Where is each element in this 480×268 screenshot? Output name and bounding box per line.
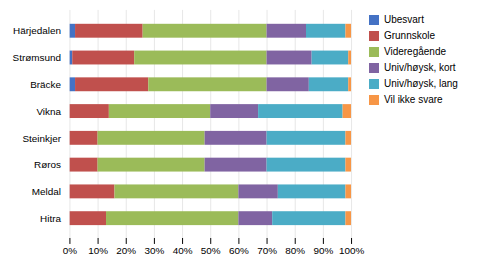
svg-text:0%: 0% [63, 245, 78, 256]
svg-text:20%: 20% [116, 245, 136, 256]
svg-text:Steinkjer: Steinkjer [22, 133, 61, 144]
html-text:Univ/høysk, lang: Univ/høysk, lang [383, 78, 458, 89]
html-text:Grunnskole: Grunnskole [383, 30, 436, 41]
svg-text:Meldal: Meldal [32, 186, 61, 197]
svg-text:30%: 30% [144, 245, 164, 256]
svg-text:40%: 40% [173, 245, 193, 256]
svg-text:Strømsund: Strømsund [13, 52, 61, 63]
svg-text:70%: 70% [257, 245, 277, 256]
svg-text:50%: 50% [201, 245, 221, 256]
svg-text:Härjedalen: Härjedalen [13, 25, 61, 36]
svg-text:Hitra: Hitra [40, 213, 61, 224]
svg-text:10%: 10% [88, 245, 108, 256]
html-text:Ubesvart: Ubesvart [383, 14, 424, 25]
svg-text:100%: 100% [339, 245, 365, 256]
svg-text:80%: 80% [285, 245, 305, 256]
html-text:Vil ikke svare: Vil ikke svare [383, 94, 443, 105]
svg-text:Bräcke: Bräcke [30, 79, 61, 90]
svg-text:Røros: Røros [34, 159, 61, 170]
html-text:Univ/høysk, kort: Univ/høysk, kort [383, 62, 456, 73]
svg-text:90%: 90% [313, 245, 333, 256]
svg-text:Vikna: Vikna [36, 106, 61, 117]
html-text:Videregående: Videregående [383, 46, 446, 57]
svg-text:60%: 60% [229, 245, 249, 256]
